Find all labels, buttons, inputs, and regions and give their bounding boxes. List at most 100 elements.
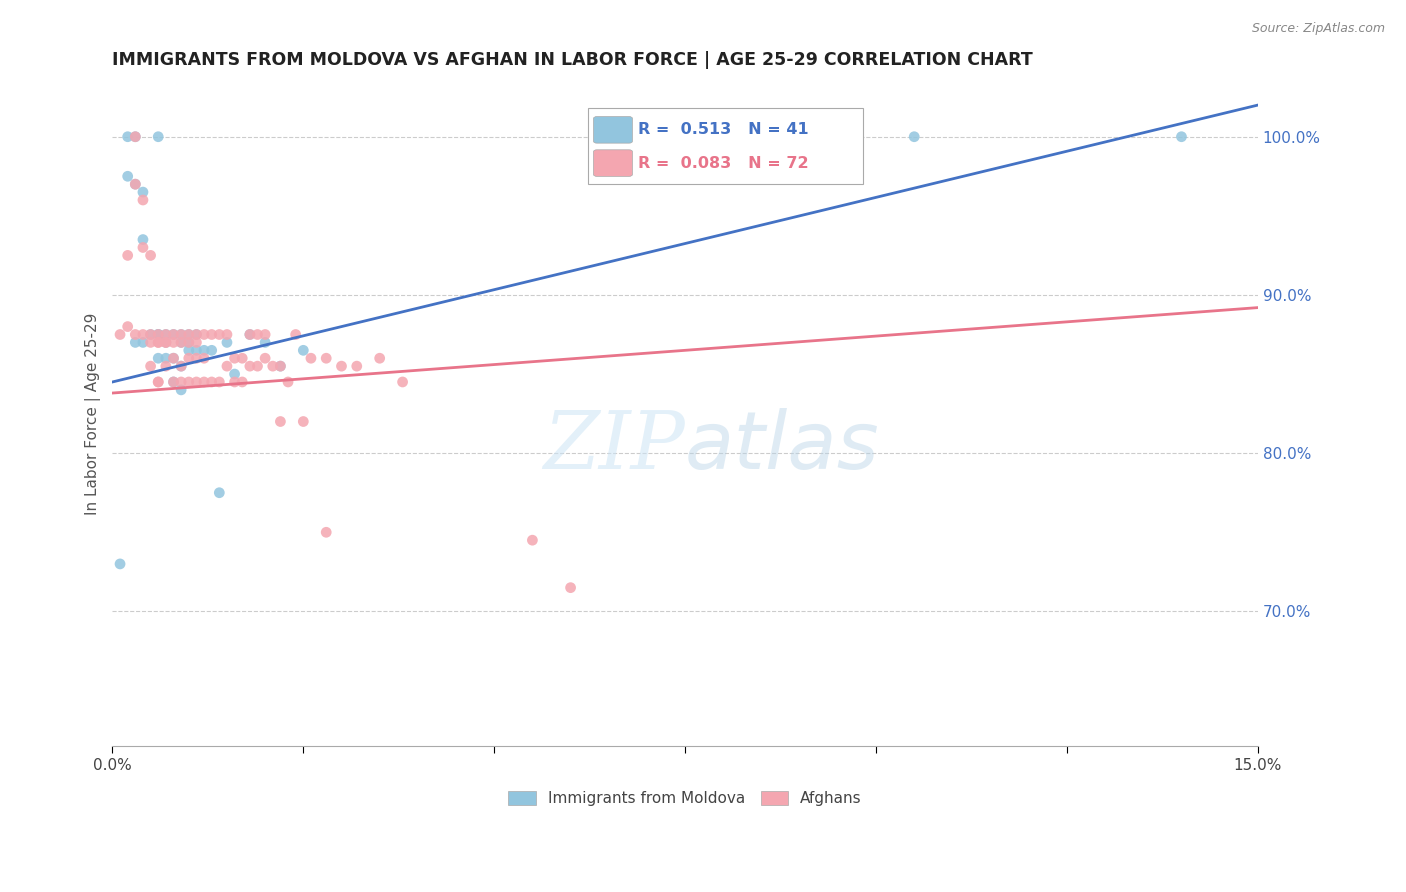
Point xyxy=(155,335,177,350)
Point xyxy=(170,359,193,373)
Point xyxy=(292,343,315,358)
Point xyxy=(162,375,184,389)
Point xyxy=(124,335,146,350)
Point xyxy=(148,327,170,342)
Point xyxy=(277,375,299,389)
Point xyxy=(177,351,200,366)
Point xyxy=(231,351,253,366)
Point xyxy=(239,359,262,373)
Point xyxy=(193,351,215,366)
Point xyxy=(246,327,269,342)
Text: R =  0.513   N = 41: R = 0.513 N = 41 xyxy=(638,122,808,137)
Legend: Immigrants from Moldova, Afghans: Immigrants from Moldova, Afghans xyxy=(502,785,868,813)
Point xyxy=(132,327,155,342)
Point xyxy=(170,375,193,389)
Point xyxy=(117,129,139,144)
Y-axis label: In Labor Force | Age 25-29: In Labor Force | Age 25-29 xyxy=(86,312,101,515)
Point xyxy=(139,327,162,342)
Text: ZIP: ZIP xyxy=(543,408,685,485)
Point xyxy=(124,129,146,144)
Point xyxy=(391,375,413,389)
Point xyxy=(170,327,193,342)
Point xyxy=(162,351,184,366)
Point xyxy=(201,343,224,358)
Text: atlas: atlas xyxy=(685,408,880,486)
Point xyxy=(162,327,184,342)
Point xyxy=(215,335,238,350)
Point xyxy=(239,327,262,342)
Point xyxy=(177,375,200,389)
Point xyxy=(124,327,146,342)
Text: IMMIGRANTS FROM MOLDOVA VS AFGHAN IN LABOR FORCE | AGE 25-29 CORRELATION CHART: IMMIGRANTS FROM MOLDOVA VS AFGHAN IN LAB… xyxy=(112,51,1033,69)
Point xyxy=(117,248,139,262)
Point xyxy=(315,351,337,366)
Point xyxy=(201,375,224,389)
Point xyxy=(177,327,200,342)
Point xyxy=(177,343,200,358)
Point xyxy=(139,327,162,342)
Point xyxy=(269,415,291,429)
Point xyxy=(124,177,146,191)
Point xyxy=(315,525,337,540)
Point xyxy=(139,335,162,350)
Point xyxy=(148,375,170,389)
Point xyxy=(148,327,170,342)
Point xyxy=(1170,129,1192,144)
Point xyxy=(155,359,177,373)
Point xyxy=(903,129,925,144)
Point xyxy=(148,327,170,342)
Point xyxy=(262,359,284,373)
Point xyxy=(299,351,322,366)
Point xyxy=(186,335,208,350)
Point xyxy=(139,359,162,373)
Point xyxy=(177,327,200,342)
Point xyxy=(108,327,131,342)
Point xyxy=(117,319,139,334)
Point xyxy=(148,129,170,144)
Point xyxy=(215,327,238,342)
Point xyxy=(132,185,155,199)
Point xyxy=(162,351,184,366)
Point xyxy=(108,557,131,571)
Point xyxy=(522,533,544,548)
Point xyxy=(170,335,193,350)
Point xyxy=(246,359,269,373)
Point xyxy=(269,359,291,373)
Point xyxy=(148,335,170,350)
Point xyxy=(155,327,177,342)
Point xyxy=(117,169,139,184)
Point xyxy=(186,375,208,389)
Point xyxy=(330,359,353,373)
Point xyxy=(368,351,391,366)
Point xyxy=(177,335,200,350)
Point xyxy=(162,375,184,389)
Point xyxy=(155,327,177,342)
Point xyxy=(148,335,170,350)
Point xyxy=(186,327,208,342)
Point xyxy=(162,327,184,342)
Point xyxy=(208,485,231,500)
Text: Source: ZipAtlas.com: Source: ZipAtlas.com xyxy=(1251,22,1385,36)
Point xyxy=(170,335,193,350)
Point xyxy=(139,248,162,262)
Point xyxy=(254,327,277,342)
Point xyxy=(132,335,155,350)
Point xyxy=(254,335,277,350)
Point xyxy=(148,351,170,366)
Point xyxy=(201,327,224,342)
FancyBboxPatch shape xyxy=(593,150,633,177)
Point xyxy=(170,327,193,342)
Point xyxy=(155,335,177,350)
Point xyxy=(193,375,215,389)
Point xyxy=(170,359,193,373)
Point xyxy=(186,343,208,358)
Point xyxy=(155,335,177,350)
Point xyxy=(148,375,170,389)
Point xyxy=(284,327,307,342)
Point xyxy=(254,351,277,366)
Point xyxy=(132,240,155,254)
Point xyxy=(231,375,253,389)
Point xyxy=(827,129,849,144)
Point xyxy=(132,193,155,207)
Point xyxy=(124,129,146,144)
